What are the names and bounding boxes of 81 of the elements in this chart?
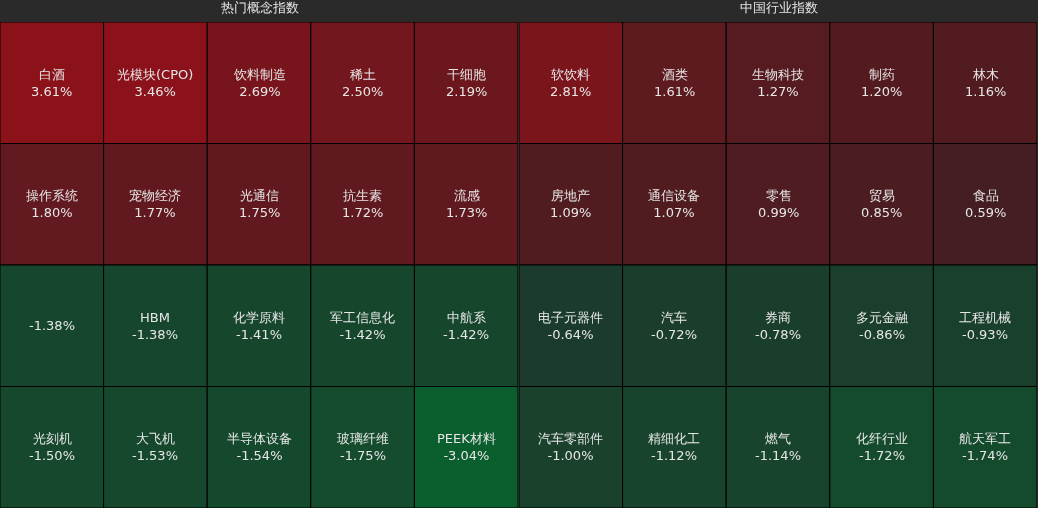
category-label: 军工信息化 — [330, 310, 395, 325]
category-label: 饮料制造 — [233, 67, 286, 82]
data-label: 1.61% — [654, 83, 696, 99]
data-label: 1.20% — [861, 83, 903, 99]
data-label: -1.41% — [236, 326, 282, 342]
category-label: 燃气 — [765, 431, 791, 446]
data-label: -1.00% — [547, 447, 594, 463]
category-label: 抗生素 — [343, 188, 383, 203]
category-label: 汽车 — [661, 310, 687, 325]
data-label: -0.93% — [962, 326, 1008, 342]
data-label: 2.19% — [446, 83, 488, 99]
category-label: 操作系统 — [26, 188, 78, 203]
data-label: 1.72% — [342, 204, 384, 220]
category-label: 精细化工 — [648, 431, 700, 446]
category-label: 化学原料 — [233, 310, 285, 325]
category-label: 工程机械 — [959, 310, 1011, 325]
data-label: 1.77% — [134, 204, 176, 220]
data-label: 0.59% — [965, 204, 1007, 220]
data-label: -1.12% — [651, 447, 697, 463]
category-label: 软饮料 — [551, 67, 591, 82]
data-label: 3.46% — [134, 83, 176, 99]
data-label: 2.69% — [239, 83, 281, 99]
data-label: 1.75% — [239, 204, 281, 220]
data-label: -1.38% — [132, 326, 178, 342]
text: 热门概念指数 — [220, 0, 299, 16]
data-label: 1.73% — [446, 204, 488, 220]
category-label: 多元金融 — [856, 310, 908, 325]
data-label: -0.86% — [859, 326, 905, 342]
category-label: PEEK材料 — [437, 431, 496, 446]
data-label: -1.53% — [132, 447, 178, 463]
category-label: 宠物经济 — [129, 188, 181, 203]
category-label: 白酒 — [38, 67, 65, 82]
category-label: 流感 — [453, 188, 480, 203]
category-label: 大飞机 — [135, 431, 175, 446]
category-label: 稀土 — [349, 67, 376, 82]
data-label: -1.38% — [29, 318, 75, 333]
category-label: 零售 — [765, 188, 792, 203]
data-label: 3.61% — [31, 83, 73, 99]
data-label: -0.78% — [755, 326, 801, 342]
data-label: 1.80% — [31, 204, 73, 220]
category-label: 电子元器件 — [538, 310, 603, 325]
data-label: 2.81% — [550, 83, 592, 99]
data-label: -1.75% — [340, 447, 386, 463]
category-label: 光模块(CPO) — [117, 67, 194, 82]
data-label: -0.64% — [547, 326, 594, 342]
category-label: 光刻机 — [32, 431, 72, 446]
category-label: 酒类 — [661, 67, 688, 82]
category-label: 林木 — [971, 67, 999, 82]
category-label: 券商 — [765, 310, 791, 325]
category-label: 航天军工 — [959, 431, 1011, 446]
category-label: 化纤行业 — [856, 431, 908, 446]
data-label: -1.72% — [859, 447, 905, 463]
data-label: 0.99% — [758, 204, 800, 220]
data-label: -1.50% — [29, 447, 75, 463]
category-label: 生物科技 — [752, 67, 804, 82]
category-label: 制药 — [868, 67, 895, 82]
text: 中国行业指数 — [739, 0, 818, 16]
data-label: -3.04% — [443, 447, 490, 463]
data-label: 1.16% — [965, 83, 1007, 99]
data-label: -1.42% — [339, 326, 386, 342]
data-label: -1.74% — [962, 447, 1008, 463]
category-label: 贸易 — [868, 188, 895, 203]
data-label: 2.50% — [342, 83, 384, 99]
data-label: 0.85% — [861, 204, 903, 220]
data-label: 1.27% — [757, 83, 799, 99]
category-label: 半导体设备 — [227, 431, 292, 446]
data-label: -1.42% — [443, 326, 489, 342]
category-label: 通信设备 — [648, 188, 700, 203]
category-label: 食品 — [972, 188, 999, 203]
category-label: 光通信 — [240, 188, 280, 203]
category-label: 汽车零部件 — [538, 431, 603, 446]
data-label: -0.72% — [651, 326, 697, 342]
category-label: 中航系 — [446, 310, 486, 325]
data-label: -1.14% — [755, 447, 801, 463]
category-label: 房地产 — [551, 188, 591, 203]
data-label: 1.09% — [550, 204, 592, 220]
data-label: 1.07% — [653, 204, 695, 220]
category-label: HBM — [140, 310, 170, 325]
data-label: -1.54% — [236, 447, 283, 463]
category-label: 干细胞 — [447, 67, 487, 82]
category-label: 玻璃纤维 — [337, 431, 389, 446]
